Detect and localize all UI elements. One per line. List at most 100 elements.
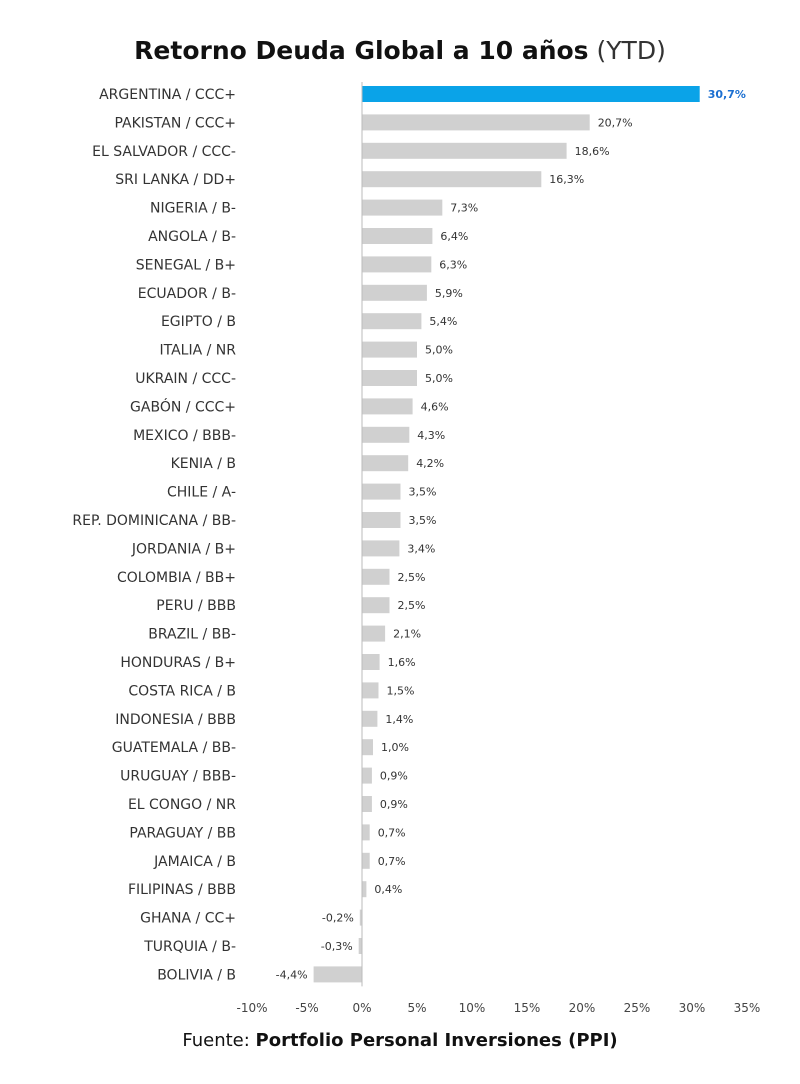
value-label: 2,5% [398,599,426,612]
category-label: KENIA / B [171,456,236,472]
category-label: JORDANIA / B+ [131,541,236,557]
bar [362,313,422,330]
bar [362,512,401,528]
value-label: 5,0% [425,372,453,385]
category-label: SENEGAL / B+ [136,257,236,273]
value-label: 0,9% [380,798,408,811]
bar [362,114,590,131]
value-label: 7,3% [450,202,478,215]
value-label: 3,5% [409,514,437,527]
chart-title-suffix: (YTD) [596,36,666,65]
value-label: 18,6% [575,145,610,158]
category-label: GUATEMALA / BB- [112,740,236,756]
bar [359,909,362,926]
bar [362,682,379,699]
bar [362,739,373,756]
category-label: PERU / BBB [156,598,236,614]
value-label: 0,4% [374,883,402,896]
category-label: BOLIVIA / B [157,967,236,983]
bar [362,341,417,358]
category-label: BRAZIL / BB- [148,627,236,643]
value-label: 20,7% [598,116,633,129]
value-label: 1,0% [381,741,409,754]
category-label: FILIPINAS / BBB [128,882,236,898]
x-tick-label: 30% [679,1001,706,1015]
x-tick-label: 25% [624,1001,651,1015]
category-label: GHANA / CC+ [140,911,236,927]
bar-highlight [362,86,700,102]
category-label: UKRAIN / CCC- [135,371,236,387]
value-label: -0,3% [321,940,353,953]
bar [362,142,567,159]
category-label: MEXICO / BBB- [133,428,236,444]
bar [362,796,372,812]
value-label: 6,3% [439,258,467,271]
category-label: GABÓN / CCC+ [130,397,236,415]
category-label: ARGENTINA / CCC+ [99,87,236,103]
category-label: ECUADOR / B- [138,286,236,302]
category-label: COSTA RICA / B [128,683,236,699]
value-label: 2,1% [393,628,421,641]
bar [362,199,443,216]
category-label: COLOMBIA / BB+ [117,570,236,586]
category-label: EL SALVADOR / CCC- [92,144,236,160]
bar [362,483,401,500]
value-label: 4,2% [416,457,444,470]
bar [362,881,367,898]
value-label: 0,7% [378,855,406,868]
category-label: EGIPTO / B [161,314,236,330]
bar [362,284,427,301]
bar [362,625,386,642]
category-label: INDONESIA / BBB [115,712,236,728]
bar [362,767,372,784]
category-label: PARAGUAY / BB [129,825,236,841]
value-label: 1,5% [387,684,415,697]
bar [362,256,432,273]
bar [362,455,409,472]
x-tick-label: -10% [236,1001,267,1015]
category-label: HONDURAS / B+ [120,655,236,671]
bar [358,938,362,954]
bar [362,228,433,244]
category-label: PAKISTAN / CCC+ [114,115,236,131]
chart-title: Retorno Deuda Global a 10 años (YTD) [0,36,800,65]
x-tick-label: 20% [569,1001,596,1015]
value-label: 5,9% [435,287,463,300]
value-label: 5,0% [425,344,453,357]
value-label: -0,2% [322,912,354,925]
value-label: 0,7% [378,826,406,839]
value-label: 4,3% [417,429,445,442]
value-label: 2,5% [398,571,426,584]
value-label: -4,4% [276,968,308,981]
category-label: NIGERIA / B- [150,201,236,217]
category-label: ITALIA / NR [160,343,237,359]
category-label: JAMAICA / B [153,854,236,870]
value-label: 1,4% [385,713,413,726]
value-label: 5,4% [429,315,457,328]
bar [362,398,413,415]
x-tick-label: 35% [734,1001,761,1015]
value-label: 30,7% [708,88,746,101]
bar [362,852,370,869]
category-label: REP. DOMINICANA / BB- [72,513,236,529]
bar [362,370,417,386]
value-label: 1,6% [388,656,416,669]
x-tick-label: 10% [459,1001,486,1015]
bar [362,171,542,188]
x-tick-label: 0% [352,1001,371,1015]
category-label: EL CONGO / NR [128,797,236,813]
bar [313,966,362,983]
value-label: 0,9% [380,770,408,783]
source-note: Fuente: Portfolio Personal Inversiones (… [0,1030,800,1051]
bar [362,540,400,557]
source-name: Portfolio Personal Inversiones (PPI) [255,1030,618,1051]
value-label: 16,3% [549,173,584,186]
bar [362,710,378,727]
source-prefix: Fuente: [182,1030,250,1051]
category-label: URUGUAY / BBB- [120,769,236,785]
bar [362,597,390,614]
bar [362,426,410,443]
value-label: 3,4% [407,542,435,555]
x-tick-label: 15% [514,1001,541,1015]
